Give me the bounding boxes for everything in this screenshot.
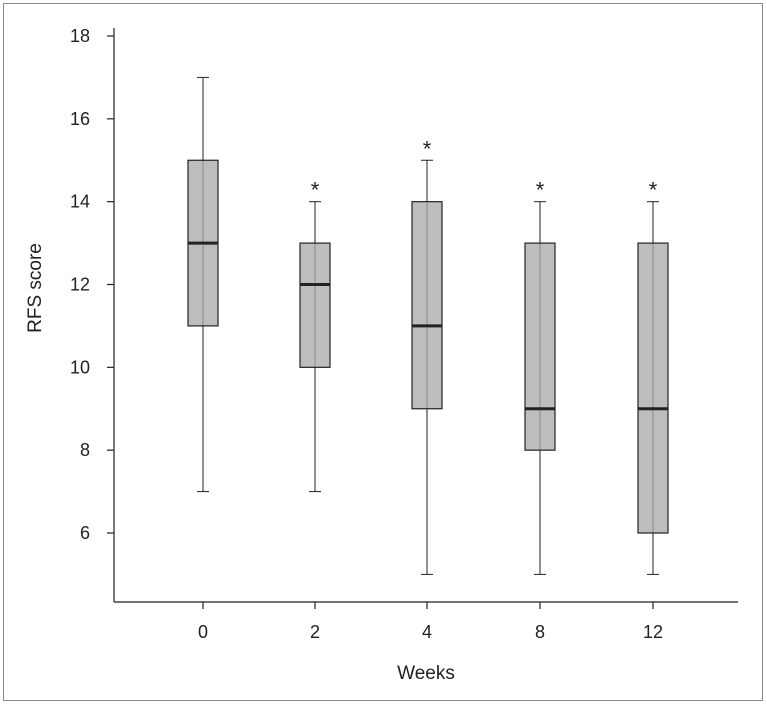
x-tick-label: 12 xyxy=(643,622,663,642)
box-week-4: * xyxy=(411,136,443,575)
y-tick-label: 16 xyxy=(70,109,90,129)
box-week-8: * xyxy=(524,178,556,575)
y-axis-title: RFS score xyxy=(25,243,46,333)
y-tick-label: 6 xyxy=(80,523,90,543)
x-axis-title: Weeks xyxy=(397,663,455,684)
figure-frame xyxy=(3,3,763,701)
significance-marker: * xyxy=(423,136,432,161)
y-tick-label: 8 xyxy=(80,440,90,460)
box-week-2: * xyxy=(299,178,331,493)
x-tick-label: 0 xyxy=(198,622,208,642)
x-tick-label: 4 xyxy=(422,622,432,642)
x-ticks: 0 2 4 8 12 xyxy=(198,602,663,642)
y-ticks: 6 8 10 12 14 16 18 xyxy=(70,26,114,543)
x-tick-label: 8 xyxy=(535,622,545,642)
box-week-12: * xyxy=(637,178,669,575)
y-tick-label: 12 xyxy=(70,275,90,295)
significance-marker: * xyxy=(311,178,320,203)
y-tick-label: 18 xyxy=(70,26,90,46)
axes xyxy=(113,28,738,603)
boxes: * * * * xyxy=(187,76,669,575)
y-tick-label: 14 xyxy=(70,192,90,212)
significance-marker: * xyxy=(536,178,545,203)
y-tick-label: 10 xyxy=(70,357,90,377)
box-week-0 xyxy=(187,76,219,493)
x-tick-label: 2 xyxy=(310,622,320,642)
significance-marker: * xyxy=(649,178,658,203)
